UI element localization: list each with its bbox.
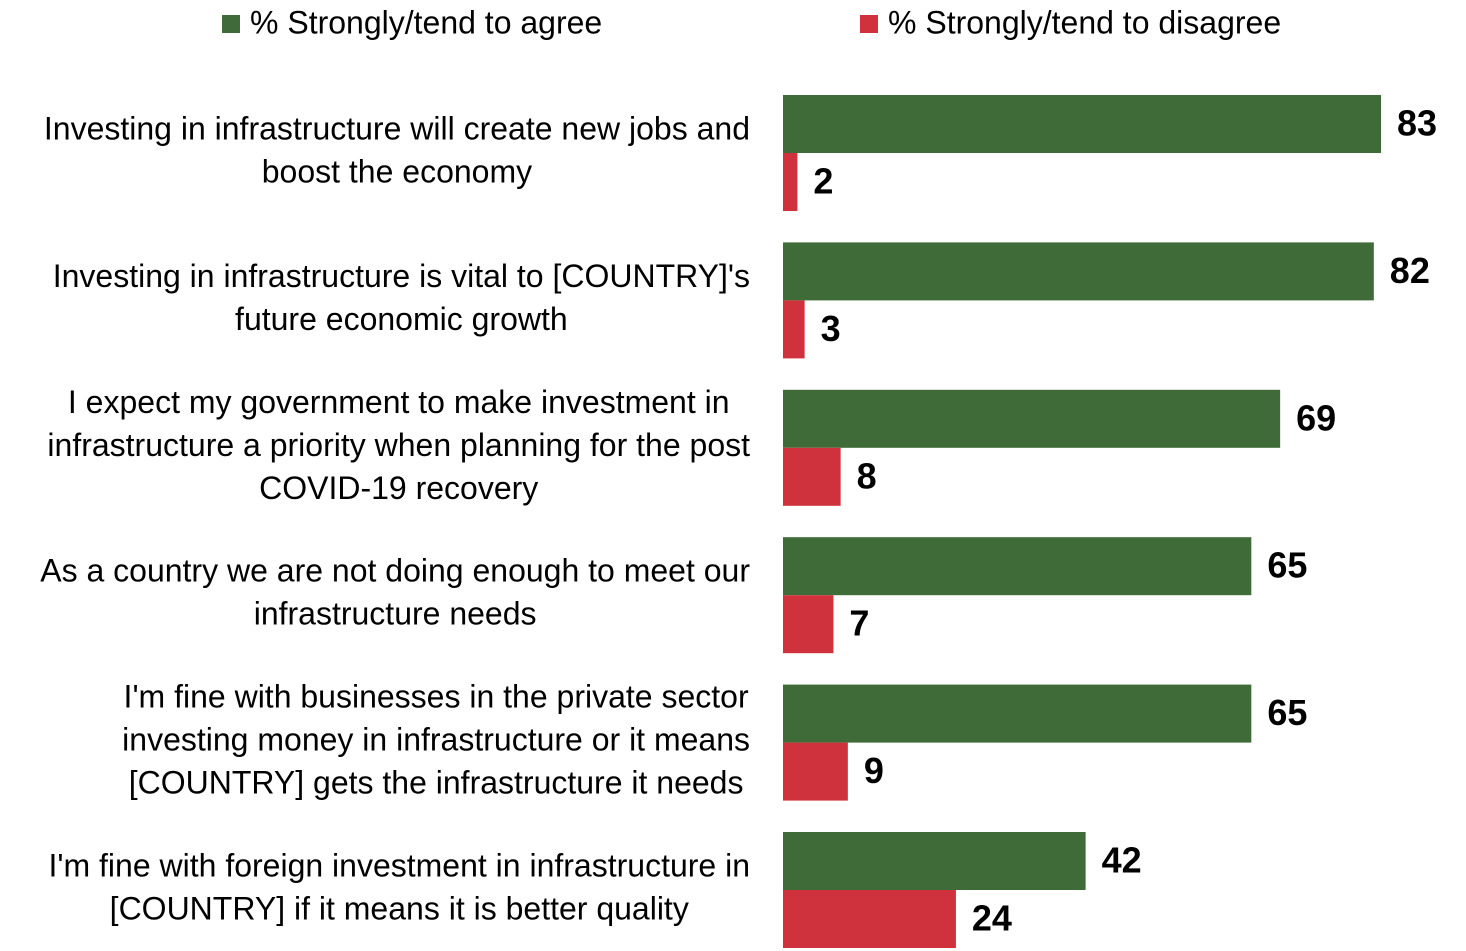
- legend-swatch: [860, 15, 878, 33]
- bar: [783, 742, 848, 801]
- bar: [783, 890, 956, 948]
- value-label: 42: [1102, 840, 1142, 881]
- bar: [783, 389, 1281, 448]
- value-label: 3: [821, 308, 841, 349]
- bar: [783, 95, 1382, 153]
- value-label: 7: [849, 603, 869, 644]
- value-label: 69: [1296, 397, 1336, 438]
- bar: [783, 153, 798, 211]
- bar: [783, 537, 1252, 596]
- bar: [783, 684, 1252, 743]
- category-label: Investing in infrastructure is vital to …: [53, 258, 750, 337]
- value-label: 8: [857, 455, 877, 496]
- value-label: 2: [813, 161, 833, 202]
- legend-swatch: [222, 15, 240, 33]
- bar: [783, 242, 1374, 301]
- category-label: As a country we are not doing enough to …: [40, 553, 750, 632]
- value-label: 82: [1390, 250, 1430, 291]
- category-label: I'm fine with businesses in the private …: [122, 679, 750, 801]
- bar: [783, 832, 1086, 890]
- bar: [783, 300, 805, 359]
- legend-label: % Strongly/tend to disagree: [888, 4, 1281, 40]
- bar: [783, 595, 834, 654]
- value-label: 9: [864, 750, 884, 791]
- value-label: 65: [1267, 692, 1307, 733]
- category-label: Investing in infrastructure will create …: [44, 111, 750, 190]
- category-label: I'm fine with foreign investment in infr…: [48, 848, 750, 927]
- value-label: 65: [1267, 545, 1307, 586]
- category-label: I expect my government to make investmen…: [47, 384, 750, 506]
- value-label: 24: [972, 898, 1012, 939]
- value-label: 83: [1397, 103, 1437, 144]
- bar: [783, 447, 841, 506]
- legend-label: % Strongly/tend to agree: [250, 4, 602, 40]
